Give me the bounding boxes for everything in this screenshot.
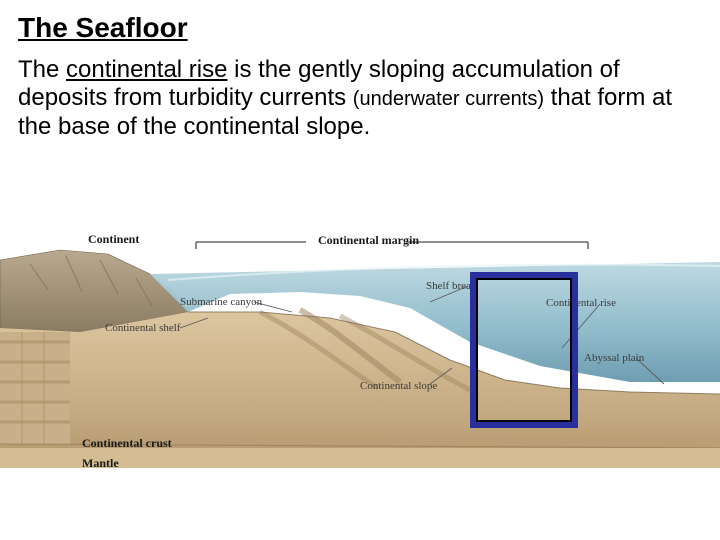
term-continental-rise: continental rise bbox=[66, 56, 227, 83]
text-paren: (underwater currents) bbox=[353, 88, 544, 110]
slide: The Seafloor The continental rise is the… bbox=[0, 0, 720, 540]
page-title: The Seafloor bbox=[0, 0, 720, 52]
seafloor-diagram: Continent Continental margin Submarine c… bbox=[0, 232, 720, 468]
text-pre: The bbox=[18, 56, 66, 83]
definition-paragraph: The continental rise is the gently slopi… bbox=[0, 52, 720, 141]
diagram-svg bbox=[0, 232, 720, 468]
highlight-continental-rise bbox=[470, 272, 578, 428]
